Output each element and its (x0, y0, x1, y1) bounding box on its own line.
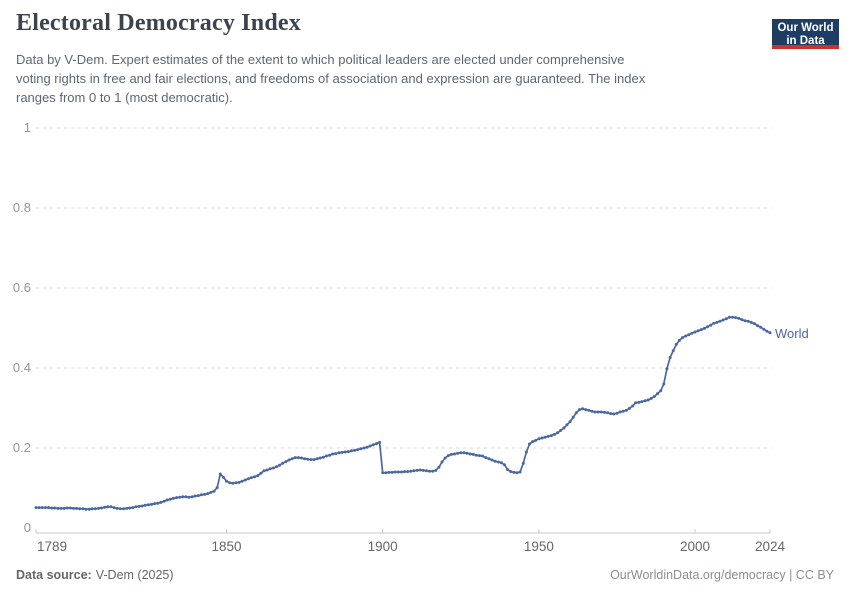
world-line (36, 316, 771, 511)
y-axis-label: 0.4 (12, 360, 31, 375)
chart-subtitle: Data by V-Dem. Expert estimates of the e… (16, 50, 736, 107)
chart-subtitle-line: Data by V-Dem. Expert estimates of the e… (16, 52, 625, 67)
x-axis-label: 1900 (367, 539, 398, 554)
x-axis-label: 2000 (680, 539, 711, 554)
chart-subtitle-line: ranges from 0 to 1 (most democratic). (16, 90, 233, 105)
y-axis-label: 0.8 (12, 200, 31, 215)
owid-url-link[interactable]: OurWorldinData.org/democracy | CC BY (610, 568, 834, 582)
y-axis-label: 0 (23, 520, 31, 535)
y-axis-label: 1 (23, 120, 31, 135)
owid-logo-line2: in Data (786, 35, 825, 47)
page-title: Electoral Democracy Index (16, 10, 301, 36)
y-axis-label: 0.6 (12, 280, 31, 295)
data-source-value: V-Dem (2025) (95, 568, 174, 582)
data-source-label: Data source: (16, 568, 92, 582)
owid-logo-line1: Our World (777, 22, 834, 34)
data-source-note: Data source: V-Dem (2025) (16, 568, 174, 582)
x-axis-label: 1789 (37, 539, 68, 554)
series-label-world: World (775, 325, 809, 341)
x-axis-label: 1950 (523, 539, 554, 554)
x-axis-label: 2024 (754, 539, 786, 554)
world-line-markers (34, 315, 772, 511)
owid-logo: Our World in Data (772, 19, 839, 49)
chart-subtitle-line: voting rights in free and fair elections… (16, 71, 646, 86)
y-axis-label: 0.2 (12, 440, 31, 455)
x-axis-label: 1850 (211, 539, 242, 554)
